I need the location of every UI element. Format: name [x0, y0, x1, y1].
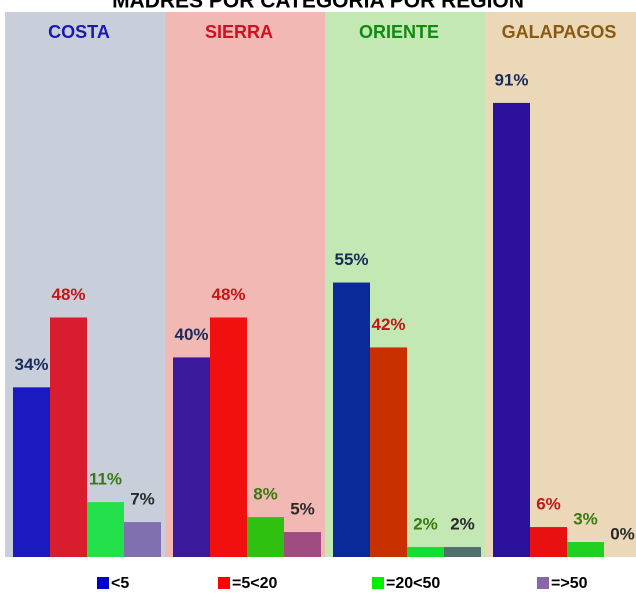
value-label: 2%	[450, 515, 475, 534]
chart-title: MADRES POR CATEGORIA POR REGION	[112, 0, 524, 13]
bar	[210, 317, 247, 557]
bar	[284, 532, 321, 557]
region-label: COSTA	[48, 22, 110, 42]
value-label: 3%	[573, 510, 598, 529]
legend-label: =20<50	[386, 575, 440, 592]
bar	[530, 527, 567, 557]
bar	[370, 347, 407, 557]
legend-label: =>50	[551, 575, 588, 592]
value-label: 91%	[494, 70, 528, 89]
value-label: 55%	[334, 250, 368, 269]
value-label: 48%	[211, 285, 245, 304]
value-label: 2%	[413, 515, 438, 534]
bar	[173, 357, 210, 557]
value-label: 7%	[130, 490, 155, 509]
region-label: GALAPAGOS	[502, 22, 617, 42]
bar	[50, 317, 87, 557]
bar	[444, 547, 481, 557]
value-label: 42%	[371, 315, 405, 334]
value-label: 5%	[290, 500, 315, 519]
chart: MADRES POR CATEGORIA POR REGION COSTA SIE…	[0, 0, 636, 593]
value-label: 34%	[14, 355, 48, 374]
legend-swatch	[537, 577, 549, 589]
value-label: 48%	[51, 285, 85, 304]
bar	[124, 522, 161, 557]
bar	[567, 542, 604, 557]
bar	[493, 103, 530, 557]
bar	[407, 547, 444, 557]
region-label: ORIENTE	[359, 22, 439, 42]
value-label: 8%	[253, 485, 278, 504]
value-label: 0%	[610, 524, 635, 543]
bar	[333, 283, 370, 557]
value-label: 11%	[89, 470, 122, 489]
bar	[13, 387, 50, 557]
bar	[247, 517, 284, 557]
legend-label: =5<20	[232, 575, 277, 592]
legend-swatch	[218, 577, 230, 589]
value-label: 6%	[536, 495, 561, 514]
bar	[87, 502, 124, 557]
region-label: SIERRA	[205, 22, 273, 42]
legend-swatch	[97, 577, 109, 589]
legend-swatch	[372, 577, 384, 589]
legend-label: <5	[111, 575, 129, 592]
value-label: 40%	[174, 325, 208, 344]
